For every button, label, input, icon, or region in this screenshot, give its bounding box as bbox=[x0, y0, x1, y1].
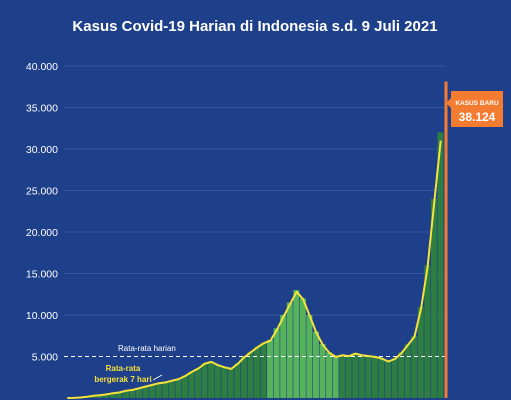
y-tick-label: 20.000 bbox=[26, 227, 58, 239]
daily-case-bar bbox=[122, 390, 129, 398]
daily-case-bar bbox=[345, 355, 352, 398]
chart-title: Kasus Covid-19 Harian di Indonesia s.d. … bbox=[72, 18, 437, 35]
new-cases-value: 38.124 bbox=[459, 110, 496, 124]
daily-case-bar bbox=[208, 361, 215, 398]
moving-average-label-line1: Rata-rata bbox=[106, 364, 141, 373]
moving-average-label-line2: bergerak 7 hari bbox=[94, 375, 151, 384]
daily-case-bar bbox=[312, 331, 319, 398]
daily-case-bar bbox=[378, 358, 385, 398]
y-tick-label: 15.000 bbox=[26, 269, 58, 281]
daily-case-bar bbox=[411, 335, 418, 398]
daily-case-bar bbox=[254, 346, 260, 398]
daily-case-bar bbox=[96, 395, 103, 398]
new-cases-box-pointer bbox=[446, 98, 451, 108]
daily-case-bar bbox=[149, 384, 156, 398]
daily-case-bar bbox=[286, 302, 293, 398]
daily-case-bar bbox=[339, 354, 346, 398]
daily-case-bar bbox=[273, 328, 280, 398]
daily-case-bar bbox=[201, 363, 208, 398]
daily-case-bar bbox=[352, 353, 359, 398]
daily-case-bar bbox=[417, 306, 424, 398]
daily-case-bar bbox=[385, 360, 391, 398]
moving-average-pointer bbox=[152, 374, 163, 381]
daily-case-bar bbox=[299, 298, 306, 398]
daily-case-bar bbox=[437, 132, 444, 398]
latest-case-highlight bbox=[444, 81, 448, 398]
moving-average-line bbox=[67, 140, 442, 399]
daily-case-bar bbox=[267, 339, 274, 398]
y-tick-label: 40.000 bbox=[26, 61, 58, 73]
daily-case-bar bbox=[227, 368, 234, 398]
daily-case-bar bbox=[168, 380, 175, 398]
daily-case-bar bbox=[404, 344, 411, 398]
daily-case-bar bbox=[188, 371, 195, 398]
y-tick-label: 25.000 bbox=[26, 186, 58, 198]
daily-case-bar bbox=[221, 366, 228, 398]
new-cases-label: KASUS BARU bbox=[455, 100, 499, 107]
daily-case-bar bbox=[155, 383, 162, 398]
daily-case-bar bbox=[162, 382, 169, 398]
daily-case-bar bbox=[247, 351, 254, 398]
y-tick-label: 35.000 bbox=[26, 103, 58, 115]
daily-case-bar bbox=[109, 393, 116, 398]
daily-case-bar bbox=[391, 358, 398, 398]
daily-case-bar bbox=[398, 352, 405, 398]
daily-case-bar bbox=[195, 368, 201, 398]
daily-case-bar bbox=[430, 198, 437, 398]
y-tick-label: 10.000 bbox=[26, 310, 58, 322]
daily-case-bar bbox=[175, 378, 182, 398]
daily-case-bar bbox=[293, 290, 300, 398]
y-axis-tick-labels: 5.000 10.000 15.000 20.000 25.000 30.000 35.00… bbox=[26, 61, 58, 364]
daily-case-bar bbox=[214, 364, 221, 398]
daily-case-bar bbox=[234, 363, 241, 398]
daily-case-bar bbox=[142, 386, 149, 398]
daily-case-bar bbox=[326, 352, 333, 398]
daily-case-bar bbox=[358, 354, 365, 398]
reference-line-label: Rata-rata harian bbox=[118, 344, 176, 353]
daily-case-bar bbox=[365, 355, 372, 398]
new-cases-box bbox=[451, 91, 503, 127]
daily-case-bar bbox=[371, 356, 378, 398]
daily-case-bars bbox=[70, 132, 444, 398]
moving-average-group bbox=[67, 140, 442, 399]
daily-case-bar bbox=[319, 344, 326, 398]
y-tick-label: 5.000 bbox=[32, 352, 58, 364]
daily-case-bar bbox=[103, 394, 110, 398]
daily-case-bar bbox=[332, 356, 339, 398]
daily-case-bar bbox=[260, 342, 267, 398]
daily-case-bar bbox=[181, 375, 188, 398]
daily-case-bar bbox=[116, 392, 123, 398]
daily-case-bar bbox=[424, 265, 431, 398]
latest-case-bar bbox=[444, 81, 448, 398]
daily-case-bar bbox=[129, 389, 136, 398]
y-tick-label: 30.000 bbox=[26, 144, 58, 156]
daily-case-bar bbox=[136, 388, 143, 398]
daily-case-bar bbox=[240, 356, 247, 398]
grid-lines bbox=[64, 65, 446, 316]
